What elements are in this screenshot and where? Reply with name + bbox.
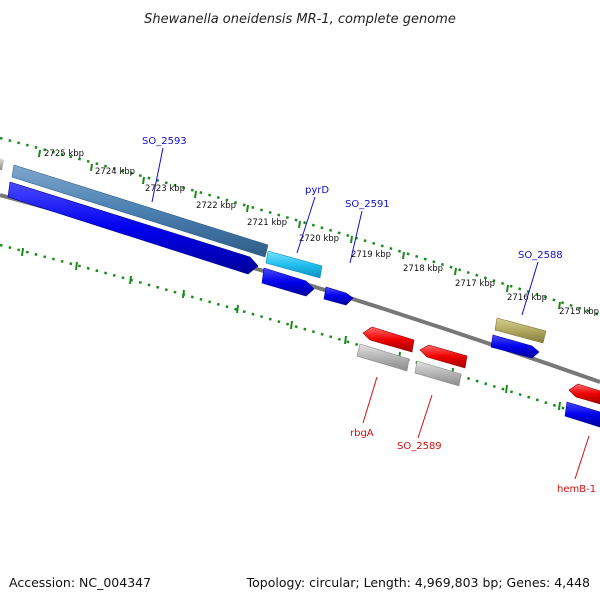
topology-text: Topology: circular; Length: 4,969,803 bp…	[246, 575, 590, 590]
leader-line-hemb1	[574, 435, 590, 480]
leader-line-so2589	[417, 394, 433, 439]
scale-label: 2723 kbp	[145, 184, 185, 194]
gene-rbga[interactable]	[356, 343, 410, 372]
gene-pyrd[interactable]	[265, 250, 323, 279]
scale-label: 2720 kbp	[299, 234, 339, 244]
scale-labels: 2725 kbp 2724 kbp 2723 kbp 2722 kbp 2721…	[44, 149, 599, 317]
scale-label: 2718 kbp	[403, 264, 443, 274]
gene-label-so2588: SO_2588	[518, 250, 563, 261]
cds-arrow[interactable]	[490, 334, 540, 359]
gene-label-hemb1: hemB-1	[557, 484, 596, 495]
gene-fragment-left[interactable]	[0, 158, 4, 170]
gene-label-pyrd: pyrD	[305, 185, 329, 196]
gene-so2589[interactable]	[414, 360, 462, 387]
leader-line-rbga	[362, 376, 378, 424]
cds-arrow[interactable]	[261, 267, 315, 297]
cds-arrow-reverse[interactable]	[568, 383, 600, 405]
leader-line-pyrd	[296, 196, 316, 254]
accession-text: Accession: NC_004347	[9, 575, 151, 590]
cds-arrow[interactable]	[564, 401, 600, 428]
leader-line-so2591	[349, 210, 363, 264]
gene-label-so2589: SO_2589	[397, 441, 442, 452]
scale-label: 2724 kbp	[95, 167, 135, 177]
reverse-ticks	[21, 247, 561, 411]
scale-label: 2722 kbp	[196, 201, 236, 211]
gene-label-so2591: SO_2591	[345, 199, 390, 210]
cds-arrow[interactable]	[323, 286, 354, 306]
cds-arrow-reverse[interactable]	[419, 344, 468, 369]
gene-label-rbga: rbgA	[350, 428, 374, 439]
scale-label: 2725 kbp	[44, 149, 84, 159]
leader-line-so2588	[521, 261, 539, 316]
scale-label: 2717 kbp	[455, 279, 495, 289]
scale-label: 2715 kbp	[559, 307, 599, 317]
scale-ticks	[38, 149, 561, 310]
cds-arrow-reverse[interactable]	[362, 326, 415, 353]
cds-arrow[interactable]	[7, 181, 259, 275]
map-title: Shewanella oneidensis MR-1, complete gen…	[144, 12, 456, 27]
scale-label: 2719 kbp	[351, 250, 391, 260]
scale-label: 2721 kbp	[247, 218, 287, 228]
leader-line-so2593	[151, 147, 164, 203]
gene-label-so2593: SO_2593	[142, 136, 187, 147]
gene-so2593[interactable]	[11, 164, 269, 258]
gene-so2588[interactable]	[494, 317, 547, 344]
